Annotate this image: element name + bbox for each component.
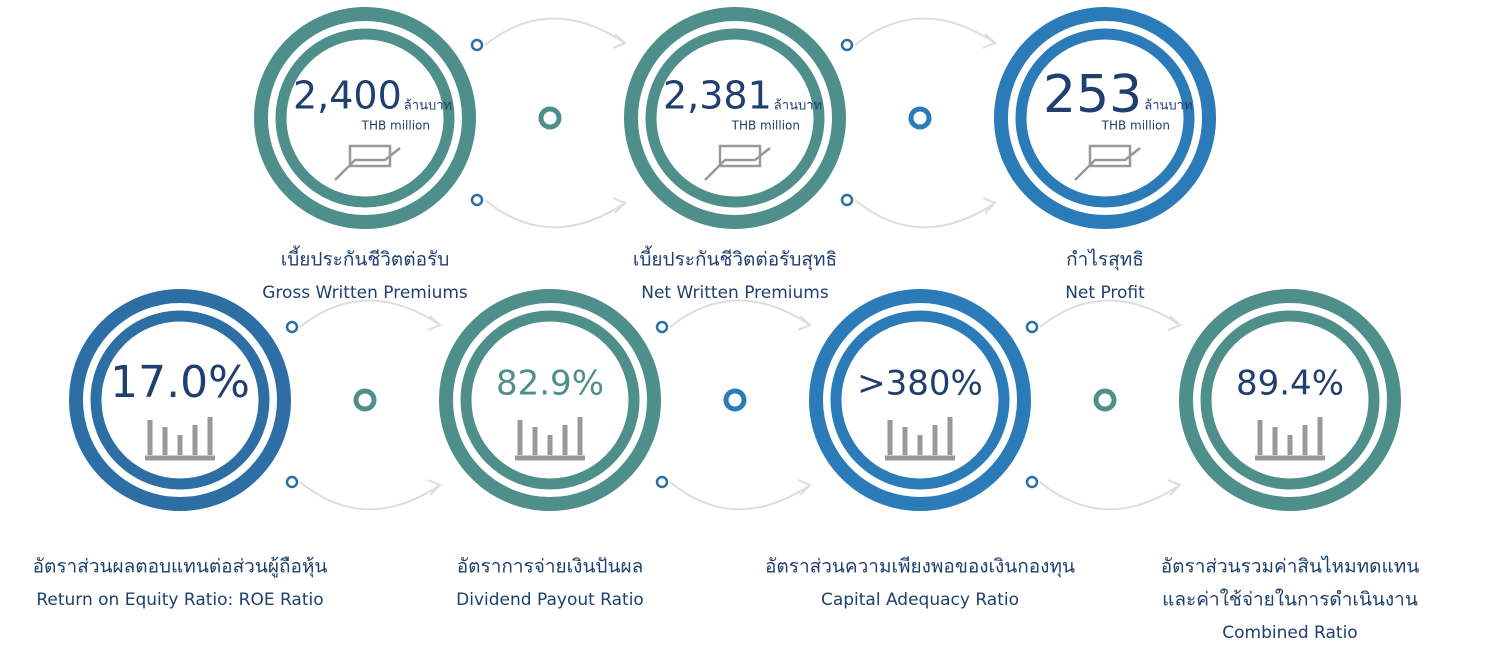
label: และค่าใช้จ่ายในการดำเนินงาน — [1162, 589, 1418, 611]
unit-th: ล้านบาท — [1144, 99, 1192, 114]
inner-ring — [90, 310, 270, 490]
label: Return on Equity Ratio: ROE Ratio — [36, 590, 323, 610]
label: Gross Written Premiums — [262, 283, 468, 303]
label: Net Written Premiums — [641, 283, 829, 303]
value: 2,400 — [293, 74, 402, 118]
label: Net Profit — [1065, 283, 1145, 303]
end-dot — [470, 193, 484, 207]
outer-ring — [994, 7, 1216, 229]
end-dot — [1025, 320, 1039, 334]
value: 89.4% — [1236, 364, 1344, 404]
outer-ring — [624, 7, 846, 229]
label: Capital Adequacy Ratio — [821, 590, 1019, 610]
arrow-head — [1167, 315, 1182, 331]
label: กำไรสุทธิ — [1066, 249, 1144, 272]
inner-ring — [830, 310, 1010, 490]
center-dot — [538, 106, 562, 130]
arrow-head — [612, 197, 627, 214]
outer-ring — [809, 289, 1031, 511]
outer-ring — [69, 289, 291, 511]
label: Combined Ratio — [1222, 623, 1357, 643]
center-dot — [1093, 388, 1117, 412]
end-dot — [1025, 475, 1039, 489]
end-dot — [655, 320, 669, 334]
connector-arc — [669, 481, 811, 511]
value: >380% — [857, 364, 983, 404]
inner-ring — [1200, 310, 1380, 490]
arrow-head — [427, 315, 442, 331]
end-dot — [840, 193, 854, 207]
inner-ring — [645, 28, 825, 208]
icon — [704, 144, 771, 181]
inner-ring — [275, 28, 455, 208]
end-dot — [655, 475, 669, 489]
icon — [334, 144, 401, 181]
arrow-head — [982, 197, 997, 214]
connector-arc — [484, 199, 626, 229]
inner-ring — [1015, 28, 1195, 208]
connector-arc — [1039, 299, 1181, 328]
connector-arc — [299, 299, 441, 328]
inner-ring — [460, 310, 640, 490]
outer-ring — [439, 289, 661, 511]
icon — [1255, 417, 1325, 461]
value: 253 — [1043, 65, 1142, 125]
end-dot — [285, 475, 299, 489]
outer-ring — [1179, 289, 1401, 511]
unit-th: ล้านบาท — [774, 99, 822, 114]
center-dot — [353, 388, 377, 412]
value: 2,381 — [663, 74, 772, 118]
end-dot — [840, 38, 854, 52]
icon — [145, 417, 215, 461]
icon — [515, 417, 585, 461]
label: อัตราการจ่ายเงินปันผล — [457, 556, 644, 578]
connector-arc — [484, 17, 626, 46]
unit-en: THB million — [361, 119, 430, 133]
unit-en: THB million — [1101, 119, 1170, 133]
arrow-head — [797, 315, 812, 331]
arrow-head — [797, 479, 812, 496]
label: เบี้ยประกันชีวิตต่อรับ — [281, 246, 450, 271]
arrow-head — [427, 479, 442, 496]
connector-arc — [1039, 481, 1181, 511]
connector-arc — [299, 481, 441, 511]
value: 82.9% — [496, 364, 604, 404]
arrow-head — [982, 33, 997, 49]
label: เบี้ยประกันชีวิตต่อรับสุทธิ — [633, 246, 837, 272]
label: อัตราส่วนความเพียงพอของเงินกองทุน — [765, 556, 1075, 579]
connector-arc — [854, 17, 996, 46]
end-dot — [285, 320, 299, 334]
label: อัตราส่วนผลตอบแทนต่อส่วนผู้ถือหุ้น — [33, 556, 328, 579]
connector-arc — [854, 199, 996, 229]
unit-th: ล้านบาท — [404, 99, 452, 114]
connector-arc — [669, 299, 811, 328]
label: อัตราส่วนรวมค่าสินไหมทดแทน — [1161, 556, 1419, 578]
value: 17.0% — [110, 357, 250, 408]
arrow-head — [612, 33, 627, 49]
icon — [1074, 144, 1141, 181]
end-dot — [470, 38, 484, 52]
outer-ring — [254, 7, 476, 229]
label: Dividend Payout Ratio — [456, 590, 644, 610]
unit-en: THB million — [731, 119, 800, 133]
arrow-head — [1167, 479, 1182, 496]
center-dot — [908, 106, 932, 130]
center-dot — [723, 388, 747, 412]
icon — [885, 417, 955, 461]
